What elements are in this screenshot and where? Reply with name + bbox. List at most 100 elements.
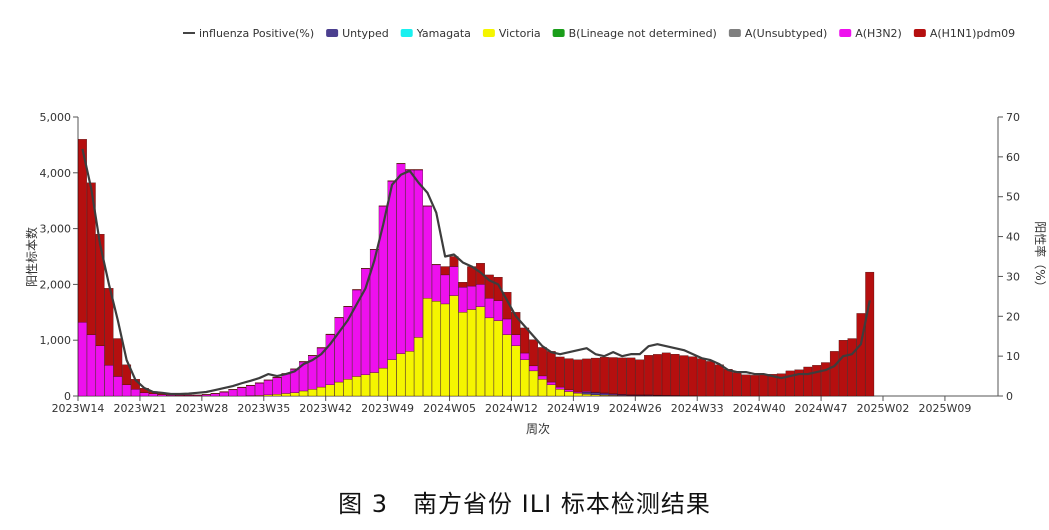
bar-segment: [582, 358, 592, 392]
bar-segment: [246, 385, 255, 396]
bar-segment: [529, 370, 538, 397]
y-tick-label-right: 40: [1006, 231, 1020, 244]
legend-label: Untyped: [342, 27, 389, 40]
bar-segment: [325, 384, 335, 397]
legend-item: A(Unsubtyped): [728, 27, 827, 40]
bar-segment: [378, 206, 388, 369]
bar-segment: [308, 389, 317, 397]
bar-segment: [768, 374, 777, 397]
bar-segment: [714, 364, 724, 397]
bar-segment: [449, 266, 459, 296]
bar-segment: [308, 355, 317, 356]
bar-segment: [334, 317, 344, 319]
bar-segment: [591, 357, 600, 393]
bar-segment: [423, 206, 432, 299]
bar-segment: [396, 163, 406, 165]
bar-segment: [573, 393, 583, 397]
x-tick-label: 2023W35: [237, 402, 290, 415]
bar-segment: [193, 394, 202, 396]
bar-segment: [538, 375, 547, 380]
bar-segment: [369, 249, 379, 250]
legend-swatch: [552, 29, 565, 37]
x-tick-label: 2023W28: [175, 402, 228, 415]
bar-segment: [803, 366, 813, 397]
legend-swatch: [326, 29, 339, 37]
bar-segment: [591, 392, 600, 396]
bar-segment: [670, 353, 680, 396]
legend-item: B(Lineage not determined): [552, 27, 717, 40]
bar-segment: [785, 370, 795, 397]
x-tick-label: 2025W02: [857, 402, 910, 415]
y-axis-label-right: 阳性率（%）: [1033, 221, 1048, 292]
bar-segment: [564, 389, 574, 392]
y-tick-label-left: 0: [64, 390, 71, 403]
bar-segment: [86, 182, 96, 335]
bar-segment: [706, 361, 715, 397]
bar-segment: [210, 393, 220, 397]
bar-segment: [237, 387, 247, 397]
bar-segment: [254, 382, 264, 384]
bar-segment: [431, 264, 441, 302]
bar-segment: [511, 334, 521, 346]
bar-segment: [396, 163, 406, 354]
x-tick-label: 2024W12: [485, 402, 538, 415]
bar-segment: [228, 389, 238, 391]
legend-swatch: [400, 29, 413, 37]
bar-segment: [396, 353, 406, 397]
bar-segment: [538, 379, 547, 397]
bar-segment: [352, 289, 362, 291]
bar-segment: [476, 284, 485, 307]
bar-segment: [316, 386, 326, 397]
bar-segment: [741, 374, 751, 397]
x-axis-label: 周次: [526, 422, 550, 436]
legend-label: influenza Positive(%): [199, 27, 314, 40]
bar-segment: [759, 374, 768, 397]
x-tick-label: 2023W49: [361, 402, 414, 415]
legend-item: A(H3N2): [839, 27, 902, 40]
bar-segment: [210, 393, 220, 394]
bar-segment: [325, 334, 335, 385]
bar-segment: [343, 306, 353, 307]
bar-segment: [511, 345, 521, 397]
bar-segment: [281, 393, 291, 397]
bar-segment: [829, 351, 839, 397]
bar-segment: [246, 384, 255, 386]
bar-segment: [573, 359, 583, 393]
bar-segment: [414, 169, 423, 171]
legend-item: Victoria: [482, 27, 541, 40]
bar-segment: [750, 375, 760, 397]
bar-segment: [821, 362, 830, 397]
x-tick-label: 2023W14: [52, 402, 105, 415]
bar-segment: [361, 268, 370, 269]
bar-segment: [502, 318, 512, 335]
bar-segment: [458, 282, 468, 288]
bar-segment: [838, 340, 848, 397]
bar-segment: [361, 268, 370, 375]
bar-segment: [476, 306, 485, 397]
y-tick-label-right: 20: [1006, 310, 1020, 323]
bar-segment: [139, 392, 149, 397]
legend-label: A(H1N1)pdm09: [930, 27, 1015, 40]
bar-segment: [414, 337, 423, 397]
legend-label: Victoria: [499, 27, 541, 40]
bar-segment: [405, 351, 415, 397]
bar-segment: [113, 376, 123, 397]
bar-segment: [184, 394, 193, 396]
bar-segment: [502, 334, 512, 397]
bar-segment: [148, 393, 158, 397]
bar-segment: [538, 347, 547, 377]
bar-segment: [219, 391, 229, 393]
bar-segment: [281, 373, 291, 394]
bar-segment: [405, 169, 415, 352]
legend-swatch: [728, 29, 741, 37]
bar-segment: [493, 276, 503, 301]
bar-segment: [484, 298, 494, 319]
legend-item: Untyped: [326, 27, 389, 40]
bar-segment: [201, 394, 211, 397]
bar-segment: [458, 312, 468, 397]
bar-segment: [95, 345, 105, 397]
bar-segment: [591, 394, 600, 397]
bar-segment: [582, 391, 592, 395]
y-tick-label-left: 4,000: [40, 167, 72, 180]
bar-segment: [440, 303, 450, 397]
